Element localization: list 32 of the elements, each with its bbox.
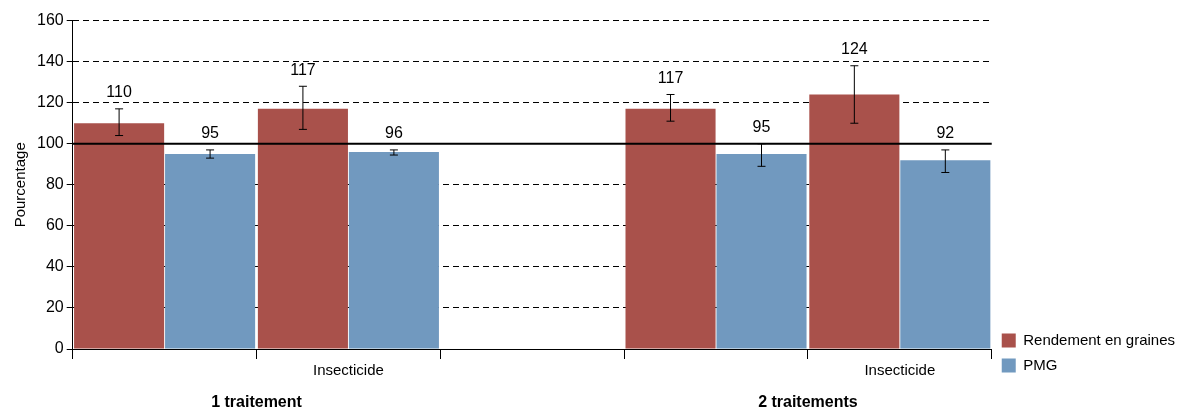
- bar: [257, 108, 348, 349]
- y-tick-label: 160: [36, 11, 64, 29]
- data-label: 96: [385, 124, 403, 142]
- y-tick-label: 100: [36, 134, 64, 152]
- data-label: 95: [752, 118, 771, 136]
- y-tick-label: 0: [54, 339, 64, 357]
- legend-label: PMG: [1023, 355, 1058, 373]
- y-tick-label: 20: [45, 298, 64, 316]
- y-tick-label: 140: [36, 52, 64, 70]
- bar: [625, 108, 716, 349]
- bar: [716, 154, 807, 349]
- data-label: 124: [840, 40, 868, 58]
- y-tick-label: 120: [36, 93, 64, 111]
- data-label: 92: [936, 124, 955, 142]
- data-label: 95: [201, 124, 220, 142]
- text: 1 traitement: [211, 393, 303, 411]
- bar: [165, 154, 256, 349]
- legend-label: Rendement en graines: [1023, 330, 1175, 348]
- bar: [74, 123, 165, 349]
- bar: [900, 160, 991, 349]
- x-tick-label: Insecticide: [864, 361, 936, 379]
- y-tick-label: 40: [45, 257, 64, 275]
- bar: [348, 151, 439, 349]
- y-tick-label: 60: [45, 216, 64, 234]
- y-tick-label: 80: [45, 175, 64, 193]
- bar: [809, 94, 900, 349]
- x-tick-label: Insecticide: [312, 361, 384, 379]
- text: 2 traitements: [758, 393, 858, 411]
- data-label: 117: [657, 68, 684, 86]
- data-label: 110: [106, 83, 132, 101]
- y-axis-title: Pourcentage: [11, 142, 29, 228]
- data-label: 117: [290, 60, 316, 78]
